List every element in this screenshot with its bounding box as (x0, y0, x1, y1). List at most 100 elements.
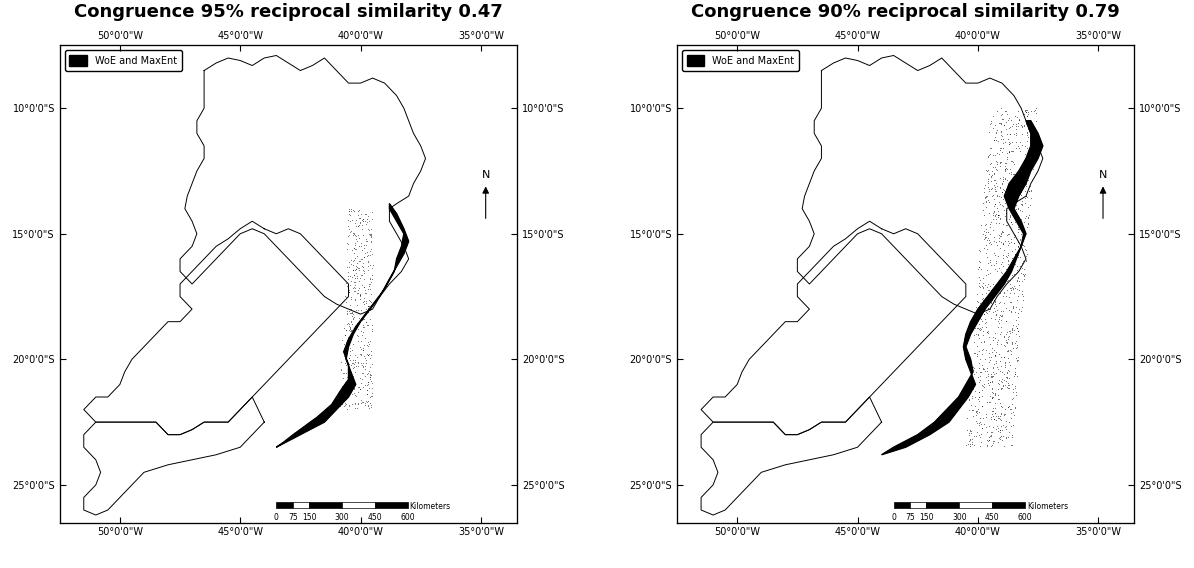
Point (979, 178, 998, 187)
Point (974, 227, 993, 236)
Point (349, 233, 368, 242)
Point (336, 369, 355, 378)
Point (362, 379, 381, 388)
Point (995, 289, 1014, 298)
Point (349, 289, 368, 298)
Point (991, 322, 1010, 331)
Point (1021, 119, 1040, 128)
Point (967, 408, 986, 417)
Point (987, 210, 1007, 219)
Point (984, 392, 1003, 402)
Point (336, 394, 355, 403)
Point (973, 414, 992, 423)
Point (964, 380, 983, 389)
Point (343, 215, 362, 224)
Point (338, 306, 357, 315)
Point (361, 238, 380, 247)
Point (1008, 295, 1027, 304)
Point (1013, 122, 1032, 131)
Point (358, 369, 377, 378)
Point (1014, 241, 1033, 250)
Point (968, 323, 987, 332)
Point (990, 183, 1009, 192)
Point (1005, 384, 1024, 393)
Point (1007, 330, 1026, 339)
Point (352, 327, 371, 336)
Point (986, 415, 1005, 424)
Point (338, 308, 357, 318)
Point (1001, 191, 1020, 201)
Point (338, 375, 357, 385)
Point (980, 431, 999, 440)
Point (990, 427, 1009, 436)
Point (992, 384, 1011, 393)
Point (979, 306, 998, 315)
Point (1008, 112, 1027, 121)
Point (979, 436, 998, 445)
Point (356, 401, 375, 410)
Point (991, 408, 1010, 417)
Point (356, 353, 375, 362)
Point (345, 294, 364, 303)
Point (359, 302, 378, 311)
Point (1013, 241, 1032, 250)
Point (983, 384, 1002, 393)
Point (986, 135, 1005, 144)
Point (357, 320, 376, 329)
Point (977, 307, 996, 316)
Point (1018, 109, 1038, 118)
Point (336, 330, 355, 339)
Point (972, 265, 991, 274)
Point (991, 329, 1010, 339)
Point (1020, 128, 1039, 137)
Point (341, 293, 361, 302)
Point (359, 367, 378, 376)
Point (1003, 325, 1022, 334)
Point (353, 214, 373, 223)
Point (340, 325, 359, 334)
Point (333, 373, 352, 382)
Point (1007, 137, 1026, 147)
Point (968, 405, 987, 414)
Point (362, 400, 381, 409)
Point (971, 283, 990, 292)
Point (980, 150, 999, 159)
Point (1004, 269, 1023, 278)
Point (980, 237, 999, 247)
Point (979, 303, 998, 312)
Point (340, 271, 359, 280)
Point (1013, 258, 1032, 268)
Point (987, 283, 1007, 293)
Point (349, 361, 368, 370)
Point (980, 340, 999, 349)
Point (356, 356, 375, 365)
Point (998, 346, 1017, 356)
Point (979, 185, 998, 194)
Point (339, 287, 358, 296)
Point (352, 254, 371, 264)
Point (357, 298, 376, 307)
Point (334, 324, 353, 333)
Point (968, 298, 987, 307)
Point (1010, 252, 1029, 261)
Point (341, 277, 361, 286)
Point (363, 215, 382, 224)
Point (971, 246, 990, 255)
Point (351, 343, 370, 352)
Point (1004, 184, 1023, 193)
Point (338, 337, 357, 346)
Point (349, 358, 368, 367)
Point (1007, 119, 1026, 128)
Point (1008, 323, 1027, 332)
Point (1002, 308, 1021, 317)
Bar (293, 502, 309, 508)
Point (990, 411, 1009, 420)
Point (997, 252, 1016, 261)
Point (971, 429, 990, 438)
Point (999, 380, 1018, 389)
Point (989, 364, 1008, 373)
Point (986, 162, 1005, 172)
Point (359, 281, 378, 290)
Point (344, 364, 363, 373)
Point (1013, 290, 1032, 299)
